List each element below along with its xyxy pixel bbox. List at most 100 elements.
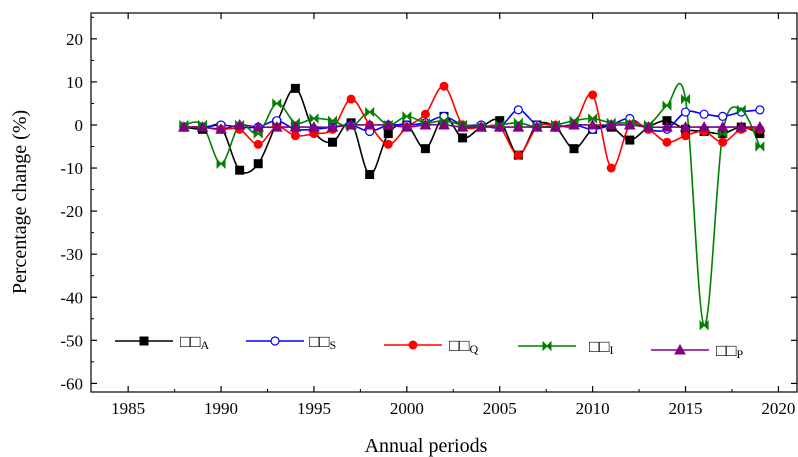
data-point (513, 105, 523, 115)
x-tick-label: 2010 (576, 399, 610, 418)
data-point (420, 144, 430, 154)
data-point (512, 121, 525, 132)
x-tick-label: 2020 (761, 399, 795, 418)
data-point (531, 121, 543, 132)
data-point (326, 121, 339, 132)
data-point (289, 121, 302, 132)
data-point (196, 121, 209, 132)
data-point (308, 121, 320, 132)
data-point (699, 109, 709, 119)
axis-ticks (91, 13, 797, 392)
y-tick-label: -30 (60, 245, 83, 264)
data-point (346, 94, 356, 104)
legend-marker (139, 336, 149, 346)
legend-marker (270, 336, 280, 346)
data-point (699, 320, 709, 331)
legend-item-a: □□A (115, 332, 210, 352)
data-point (290, 131, 300, 141)
x-tick-label: 2005 (483, 399, 517, 418)
data-point (623, 118, 636, 130)
data-point (253, 159, 263, 169)
data-point (753, 121, 766, 132)
data-point (328, 137, 338, 147)
data-point (456, 121, 469, 132)
x-tick-label: 2000 (390, 399, 424, 418)
data-point (383, 139, 393, 149)
data-point (661, 121, 673, 132)
data-point (270, 121, 283, 132)
plot-frame (90, 12, 798, 393)
data-point (662, 137, 672, 147)
data-point (458, 133, 468, 143)
data-point (438, 118, 450, 130)
data-point (328, 115, 338, 126)
data-point (716, 121, 729, 132)
data-point (439, 81, 449, 91)
series-line-i (183, 82, 761, 327)
legend-item-s: □□S (246, 332, 336, 352)
y-tick-label: -20 (60, 202, 83, 221)
data-point (272, 98, 282, 109)
data-point (586, 118, 599, 130)
series-lines (183, 82, 761, 327)
data-point (569, 144, 579, 154)
data-point (681, 93, 691, 105)
series-points-a (179, 83, 765, 180)
y-tick-label: -60 (60, 374, 83, 393)
data-point (568, 118, 580, 130)
data-point (235, 165, 245, 175)
series-points-i (179, 93, 765, 331)
x-tick-label: 1985 (111, 399, 145, 418)
data-point (215, 123, 227, 134)
y-axis-title: Percentage change (%) (9, 110, 31, 294)
data-point (735, 121, 748, 132)
data-point (681, 131, 691, 141)
data-point (216, 158, 226, 169)
legend-label: □□P (716, 341, 744, 361)
x-tick-labels: 1985 1990 1995 2000 2005 2010 2015 2020 (111, 399, 795, 418)
data-point (309, 113, 319, 124)
data-point (698, 121, 710, 132)
legend-item-p: □□P (651, 341, 744, 361)
data-point (718, 137, 728, 147)
data-point (513, 150, 523, 160)
data-point (382, 118, 395, 130)
data-point (402, 111, 412, 122)
data-point (493, 121, 506, 132)
data-point (365, 106, 375, 118)
data-point (606, 163, 616, 173)
data-point (662, 100, 672, 111)
y-tick-label: 10 (66, 73, 83, 92)
data-point (233, 118, 246, 130)
y-tick-label: -40 (60, 288, 83, 307)
data-point (363, 118, 376, 130)
series-markers (178, 81, 766, 331)
data-point (736, 104, 746, 116)
data-point (252, 121, 265, 132)
x-axis-title: Annual periods (365, 435, 488, 457)
data-point (253, 139, 263, 149)
data-point (400, 121, 413, 132)
data-point (419, 118, 432, 130)
y-tick-label: -10 (60, 159, 83, 178)
data-point (549, 121, 562, 132)
series-points-p (178, 118, 766, 134)
x-tick-label: 1995 (297, 399, 331, 418)
data-point (755, 141, 765, 152)
legend-marker (674, 343, 686, 355)
legend-marker (542, 340, 552, 352)
data-point (679, 121, 692, 132)
data-point (383, 129, 393, 139)
legend-label: □□I (589, 337, 614, 357)
x-tick-label: 2015 (669, 399, 703, 418)
data-point (178, 121, 190, 132)
y-tick-labels: 20 10 0 -10 -20 -30 -40 -50 -60 (60, 30, 83, 394)
legend-item-i: □□I (518, 337, 614, 357)
data-point (718, 111, 728, 121)
data-point (588, 113, 598, 124)
legend-label: □□A (180, 332, 210, 352)
data-point (625, 135, 635, 145)
x-tick-label: 1990 (204, 399, 238, 418)
y-tick-label: -50 (60, 331, 83, 350)
y-tick-label: 20 (66, 30, 83, 49)
